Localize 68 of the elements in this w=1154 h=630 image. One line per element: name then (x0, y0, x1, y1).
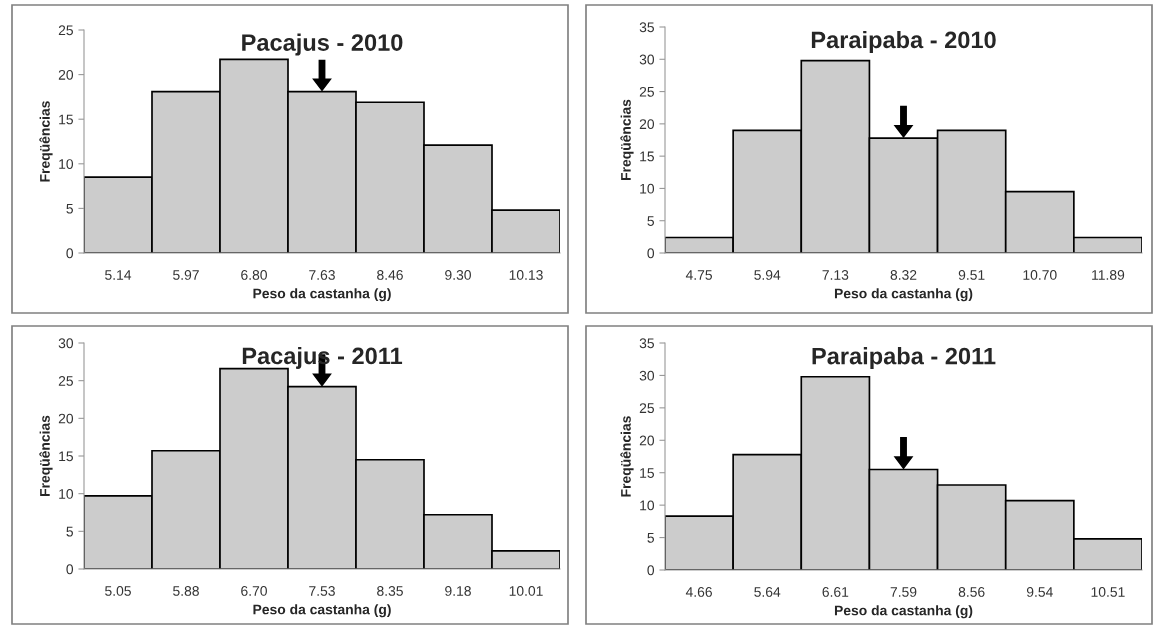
x-tick-label: 9.51 (958, 270, 985, 280)
y-tick-label: 15 (59, 114, 73, 125)
y-tick-label: 10 (640, 183, 655, 194)
y-tick-label: 0 (66, 248, 74, 259)
y-tick-label: 0 (66, 564, 74, 575)
x-tick-label: 5.14 (105, 270, 132, 280)
y-tick-label: 5 (647, 216, 654, 226)
x-tick-label: 4.75 (685, 270, 713, 280)
y-tick-label: 35 (639, 338, 654, 349)
x-tick-label: 11.89 (1092, 270, 1125, 280)
x-tick-label: 7.63 (309, 270, 335, 280)
y-tick-label: 20 (58, 69, 74, 80)
x-tick-label: 7.59 (890, 587, 917, 597)
x-axis-title: Peso da castanha (g) (253, 604, 391, 618)
x-tick-label: 8.35 (377, 586, 403, 596)
y-tick-label: 10 (640, 500, 655, 511)
y-tick-label: 5 (66, 526, 73, 537)
y-tick-label: 20 (58, 413, 74, 424)
y-tick-label: 25 (639, 403, 654, 414)
chart-title: Pacajus - 2010 (242, 33, 403, 56)
y-tick-label: 30 (639, 370, 655, 381)
y-tick-label: 15 (59, 451, 73, 462)
y-tick-label: 20 (639, 119, 655, 130)
y-tick-label: 25 (58, 376, 73, 386)
x-axis-title: Peso da castanha (g) (253, 288, 391, 302)
y-axis-title: Freqüências (620, 99, 634, 180)
x-tick-label: 7.13 (822, 270, 849, 280)
y-axis-title: Freqüências (39, 101, 53, 182)
y-tick-label: 30 (58, 338, 74, 349)
x-tick-label: 10.51 (1091, 587, 1125, 597)
x-tick-label: 8.46 (377, 270, 403, 280)
x-tick-label: 10.01 (509, 586, 543, 596)
x-tick-label: 4.66 (685, 587, 712, 597)
x-tick-label: 8.32 (890, 270, 917, 280)
x-tick-label: 6.80 (241, 270, 267, 280)
x-tick-label: 5.94 (754, 270, 781, 280)
x-tick-label: 9.18 (445, 586, 471, 596)
y-tick-label: 5 (66, 203, 73, 214)
x-tick-label: 8.56 (958, 587, 985, 597)
y-tick-label: 25 (58, 25, 73, 36)
y-tick-label: 35 (639, 22, 654, 33)
y-tick-label: 0 (647, 565, 655, 576)
y-tick-label: 5 (647, 533, 654, 543)
chart-title: Paraipaba - 2010 (811, 30, 996, 53)
x-tick-label: 5.64 (754, 587, 781, 597)
x-tick-label: 10.70 (1023, 270, 1057, 280)
x-axis-title: Peso da castanha (g) (834, 288, 973, 302)
y-tick-label: 30 (639, 54, 655, 65)
y-tick-label: 10 (59, 489, 74, 499)
y-tick-label: 15 (640, 468, 654, 478)
x-tick-label: 9.54 (1026, 587, 1053, 597)
x-tick-label: 6.61 (822, 587, 849, 597)
y-tick-label: 25 (639, 86, 654, 97)
x-tick-label: 5.88 (173, 586, 199, 596)
y-tick-label: 0 (647, 248, 655, 259)
x-tick-label: 7.53 (309, 586, 335, 596)
y-tick-label: 15 (640, 151, 654, 162)
x-tick-label: 5.05 (105, 586, 131, 596)
y-axis-title: Freqüências (620, 416, 634, 497)
y-axis-title: Freqüências (39, 415, 53, 496)
y-tick-label: 10 (59, 159, 74, 169)
y-tick-label: 20 (639, 435, 655, 446)
x-tick-label: 6.70 (241, 586, 267, 596)
x-tick-label: 10.13 (509, 270, 543, 280)
x-tick-label: 5.97 (173, 270, 199, 280)
x-axis-title: Peso da castanha (g) (834, 605, 973, 619)
x-tick-label: 9.30 (445, 270, 471, 280)
chart-title: Paraipaba - 2011 (812, 347, 996, 370)
